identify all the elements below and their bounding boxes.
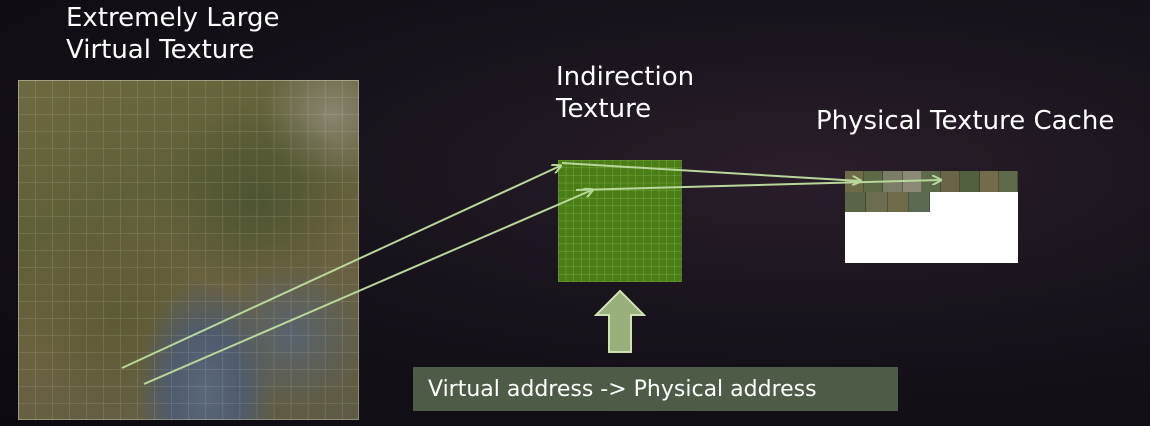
cache-tile [845,171,865,192]
cache-tile [845,192,867,212]
address-translation-text: Virtual address -> Physical address [428,376,817,402]
cache-tile [902,171,922,192]
indirection-texture-title: Indirection Texture [556,61,694,125]
virtual-texture-title-line2: Virtual Texture [66,35,255,65]
virtual-texture-grid [18,80,359,420]
address-translation-label: Virtual address -> Physical address [413,367,898,411]
cache-tile [979,171,999,192]
cache-tile-row-2 [845,192,930,212]
virtual-texture-map [18,80,359,420]
indirection-texture-title-line2: Texture [556,94,652,124]
cache-tile [908,192,930,212]
indirection-texture-grid [558,160,682,282]
cache-tile [921,171,942,192]
indirection-texture [558,160,682,282]
cache-tile [883,171,903,192]
cache-tile [941,171,961,192]
cache-tile [887,192,909,212]
cache-tile [866,192,888,212]
physical-texture-cache-title: Physical Texture Cache [816,106,1115,136]
cache-tile-row-1 [845,171,1018,192]
virtual-texture-title-line1: Extremely Large [66,3,280,33]
physical-texture-cache [845,171,1018,263]
virtual-texture-title: Extremely Large Virtual Texture [66,2,279,66]
cache-tile [864,171,884,192]
cache-tile [960,171,980,192]
cache-tile [998,171,1018,192]
indirection-texture-title-line1: Indirection [556,62,695,92]
up-arrow-icon [594,289,646,353]
